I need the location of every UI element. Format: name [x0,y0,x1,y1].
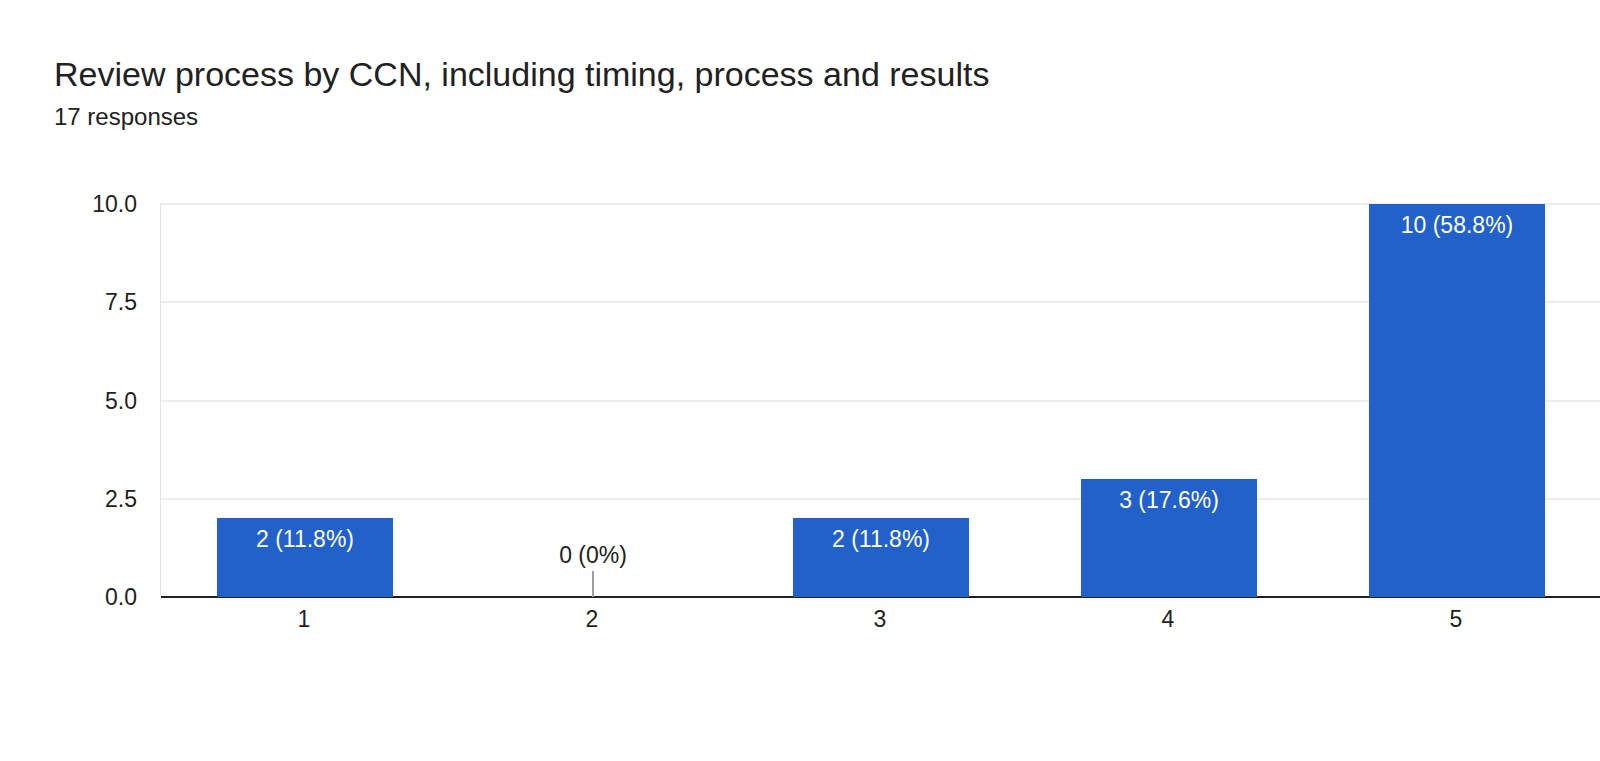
x-axis-tick-label: 3 [736,606,1024,633]
chart-subtitle: 17 responses [54,102,198,132]
bar-value-label: 2 (11.8%) [217,526,393,553]
plot-area: 2 (11.8%) 0 (0%) 2 (11.8%) 3 (17.6%) 10 (58.… [160,204,1600,597]
y-axis-tick-label: 7.5 [30,289,137,315]
x-axis-tick-label: 4 [1024,606,1312,633]
bar: 2 (11.8%) [217,518,393,597]
bar-value-label: 2 (11.8%) [793,526,969,553]
bar-value-label: 10 (58.8%) [1369,212,1545,239]
bar: 2 (11.8%) [793,518,969,597]
bar: 10 (58.8%) [1369,204,1545,597]
bar-value-label: 3 (17.6%) [1081,487,1257,514]
x-axis-tick-label: 2 [448,606,736,633]
y-axis-tick-label: 5.0 [30,388,137,414]
x-axis-tick-label: 5 [1312,606,1600,633]
x-axis-tick-label: 1 [160,606,448,633]
y-axis-tick-label: 2.5 [30,486,137,512]
y-axis-tick-label: 0.0 [30,584,137,610]
chart-title: Review process by CCN, including timing,… [54,53,989,95]
zero-value-label: 0 (0%) [505,542,681,569]
zero-stub-line [592,571,594,597]
bar: 3 (17.6%) [1081,479,1257,597]
y-axis-tick-label: 10.0 [30,191,137,217]
